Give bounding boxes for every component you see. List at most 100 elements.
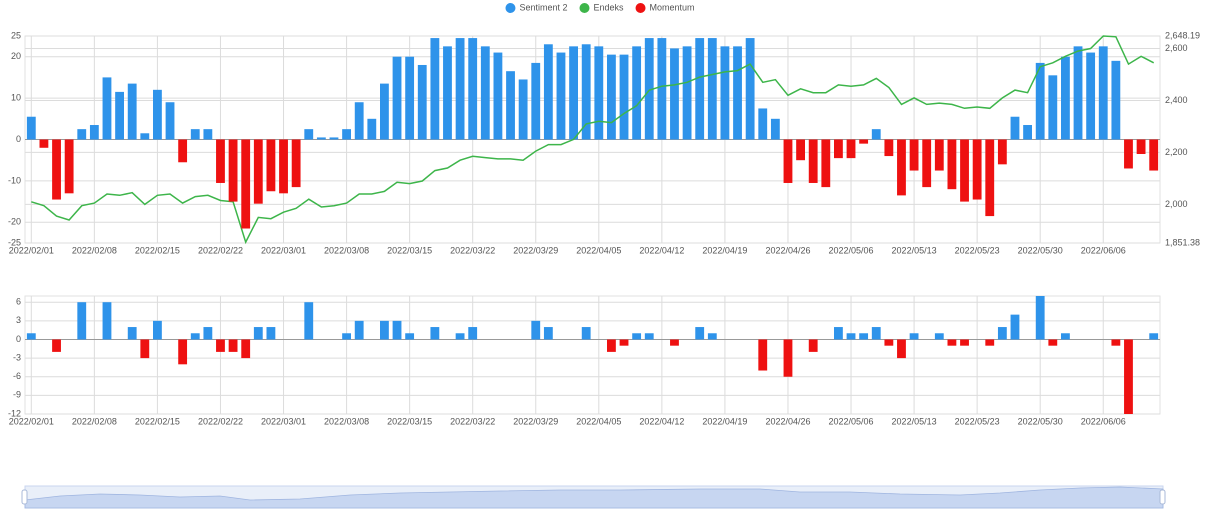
bar <box>644 333 654 340</box>
bar <box>178 139 188 163</box>
bar <box>1048 75 1058 140</box>
bar <box>178 339 188 365</box>
y-tick-label: -25 <box>8 237 21 247</box>
bar <box>1149 139 1159 171</box>
bar <box>304 129 314 140</box>
bar <box>808 339 818 352</box>
slider-preview <box>24 486 1164 509</box>
bar <box>1124 139 1133 169</box>
x-tick-label: 2022/03/15 <box>387 245 432 255</box>
bar <box>190 129 200 140</box>
x-tick-label: 2022/04/05 <box>576 245 621 255</box>
bar <box>228 339 238 352</box>
bar <box>52 139 61 200</box>
y-tick-label: -20 <box>8 217 21 227</box>
bar <box>304 302 314 340</box>
line-series <box>31 35 1155 245</box>
x-tick-label: 2022/02/08 <box>72 416 117 426</box>
bar <box>329 137 339 140</box>
bar <box>796 139 805 161</box>
x-tick-label: 2022/04/12 <box>639 416 684 426</box>
slider-handle[interactable] <box>21 489 28 505</box>
bar <box>985 339 995 346</box>
x-tick-label: 2022/06/06 <box>1081 245 1126 255</box>
bar <box>909 139 919 171</box>
bar <box>569 46 578 140</box>
bar <box>1111 60 1121 140</box>
y-tick-label: -3 <box>13 352 21 362</box>
data-zoom-slider[interactable] <box>21 485 1166 509</box>
bar <box>77 302 87 340</box>
bar <box>947 139 957 190</box>
bar <box>695 327 705 340</box>
slider-handle[interactable] <box>1159 489 1166 505</box>
x-tick-label: 2022/05/30 <box>1018 245 1063 255</box>
bar <box>77 129 87 140</box>
bar <box>670 339 679 346</box>
bar <box>1035 296 1045 340</box>
bar <box>695 38 705 140</box>
x-tick-label: 2022/04/05 <box>576 416 621 426</box>
y-tick-label: 10 <box>11 92 21 102</box>
y-tick-label: 0 <box>16 134 21 144</box>
x-tick-label: 2022/05/23 <box>955 245 1000 255</box>
bar <box>52 339 61 352</box>
bar <box>783 339 793 377</box>
bar <box>846 139 856 159</box>
bar <box>619 54 629 140</box>
x-tick-label: 2022/03/29 <box>513 416 558 426</box>
bar <box>1035 62 1045 140</box>
bar <box>657 38 667 140</box>
bar <box>733 46 742 140</box>
bar <box>380 83 389 140</box>
y-tick-label: -10 <box>8 175 21 185</box>
bar <box>518 79 528 140</box>
bar <box>884 139 894 157</box>
bar <box>770 118 780 140</box>
bar <box>531 62 541 140</box>
bar <box>834 327 843 340</box>
bar <box>1149 333 1159 340</box>
bar <box>1048 339 1058 346</box>
bar <box>1010 116 1020 140</box>
y2-tick-label: 2,200 <box>1165 147 1188 157</box>
y2-tick-label: 2,600 <box>1165 43 1188 53</box>
bar <box>758 108 768 140</box>
bar <box>997 139 1007 165</box>
x-tick-label: 2022/05/13 <box>892 245 937 255</box>
bar <box>203 129 213 140</box>
bar <box>89 125 99 140</box>
bar <box>380 320 389 340</box>
bar <box>607 54 616 140</box>
x-tick-label: 2022/04/26 <box>765 416 810 426</box>
y-tick-label: -9 <box>13 390 21 400</box>
bar <box>140 133 150 140</box>
bar <box>354 102 364 140</box>
x-tick-label: 2022/02/15 <box>135 416 180 426</box>
x-tick-label: 2022/03/01 <box>261 416 306 426</box>
bar <box>468 38 478 140</box>
x-tick-label: 2022/02/22 <box>198 416 243 426</box>
bar <box>607 339 616 352</box>
plot-frame <box>24 295 1161 415</box>
bar <box>102 302 112 340</box>
bar <box>581 44 591 140</box>
bar <box>392 56 402 140</box>
bar <box>808 139 818 183</box>
bar <box>960 139 969 202</box>
x-tick-label: 2022/05/13 <box>892 416 937 426</box>
bar <box>909 333 919 340</box>
bar <box>455 333 465 340</box>
bar <box>405 333 415 340</box>
x-tick-label: 2022/03/01 <box>261 245 306 255</box>
bar <box>670 48 679 140</box>
bar <box>64 139 74 194</box>
bar <box>1073 46 1083 140</box>
legend-marker <box>635 3 646 13</box>
bar <box>1010 314 1020 340</box>
bar <box>367 118 377 140</box>
bar <box>619 339 629 346</box>
y-tick-label: 3 <box>16 315 21 325</box>
bar <box>934 333 944 340</box>
